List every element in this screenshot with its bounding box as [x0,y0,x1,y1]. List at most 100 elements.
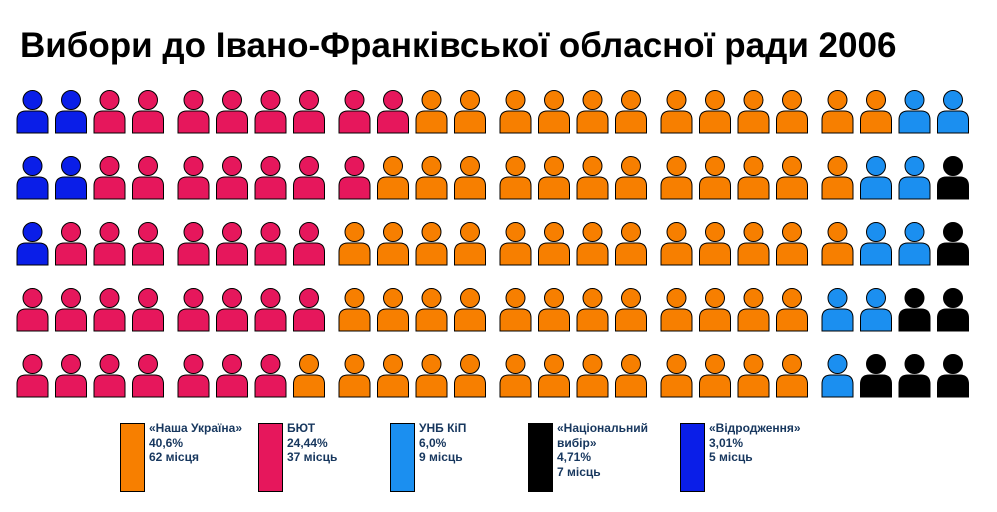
seat-body [937,110,969,134]
seat-body [737,242,770,266]
seat [177,288,210,332]
seat-body [293,176,325,200]
seat-body [776,308,808,332]
seat [937,354,969,398]
seat [177,222,210,266]
seat-body [615,242,647,266]
seat-body [55,110,87,134]
seat-head [421,288,442,308]
seat-body [55,374,87,398]
seat [415,156,448,200]
seat [16,222,49,266]
seat [132,90,164,134]
seat-head [621,156,641,176]
seat-body [499,242,532,266]
seat-body [737,374,770,398]
seat [415,288,448,332]
seat-body [898,242,931,266]
seat-head [621,90,641,110]
seat [860,288,892,332]
seat-body [699,242,731,266]
seat-head [260,222,281,242]
seat [821,156,854,200]
seat [338,156,371,200]
seat-body [254,242,287,266]
seat-head [544,288,564,308]
seat [937,90,969,134]
seat [454,90,486,134]
seat-head [582,156,603,176]
seat-head [183,156,204,176]
seat-body [898,176,931,200]
seat-head [460,354,480,374]
seat [499,90,532,134]
seat-body [415,308,448,332]
seat-head [582,90,603,110]
seat-body [254,110,287,134]
seat-head [260,156,281,176]
seat-body [821,110,854,134]
seat-body [898,110,931,134]
seat-head [183,222,204,242]
seat-head [943,156,963,176]
seat [293,354,325,398]
seat-body [821,242,854,266]
seat-head [943,90,963,110]
legend-label: БЮТ [287,421,316,435]
seat-head [666,222,687,242]
seat-body [821,374,854,398]
seat [860,354,892,398]
seat [660,222,693,266]
legend-text: «Національний вибір» 4,71% 7 місць [557,421,669,479]
seat-head [22,156,43,176]
seat-body [415,374,448,398]
seat-head [866,288,886,308]
seat-head [827,90,848,110]
seat [93,354,126,398]
seat [132,354,164,398]
seat-head [943,354,963,374]
seat-head [138,354,158,374]
seat-head [299,156,319,176]
seat [660,90,693,134]
seat-head [183,288,204,308]
seat-head [827,156,848,176]
seat [177,156,210,200]
seat [737,222,770,266]
seat-head [383,354,403,374]
seat-head [544,156,564,176]
seat [16,288,49,332]
seat-body [415,176,448,200]
seat-body [454,176,486,200]
seat [454,288,486,332]
seat [576,288,609,332]
seat [177,90,210,134]
seat-head [544,222,564,242]
seat-body [377,242,409,266]
seat-body [415,110,448,134]
seat [860,90,892,134]
seat [132,156,164,200]
seat-head [666,156,687,176]
seat-body [538,176,570,200]
seat-body [860,242,892,266]
seat-body [16,176,49,200]
seat-body [177,110,210,134]
seat [860,222,892,266]
seat-head [827,288,848,308]
seat-body [576,242,609,266]
seat-head [222,156,242,176]
seat-head [582,222,603,242]
seat [415,90,448,134]
seat-body [538,374,570,398]
seat-head [383,90,403,110]
seat [737,156,770,200]
seat-body [377,308,409,332]
seat-head [260,354,281,374]
seat-head [460,156,480,176]
seat-body [132,242,164,266]
seat-body [93,176,126,200]
seat-head [705,288,725,308]
seat-head [782,222,802,242]
seat [737,90,770,134]
